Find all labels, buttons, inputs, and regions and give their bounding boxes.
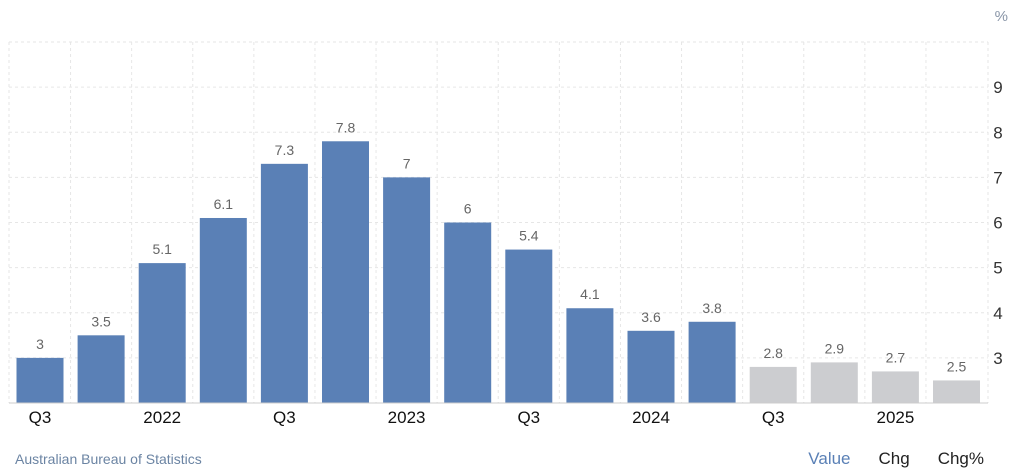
bar xyxy=(688,321,736,403)
x-tick-label: Q3 xyxy=(762,408,785,427)
bar xyxy=(16,357,64,403)
bar xyxy=(383,177,431,403)
x-tick-label: 2022 xyxy=(143,408,181,427)
unit-label: % xyxy=(994,8,1008,25)
bar xyxy=(871,371,919,403)
bar xyxy=(260,163,308,403)
x-tick-label: Q3 xyxy=(273,408,296,427)
bar xyxy=(322,141,369,403)
y-tick-label: 7 xyxy=(993,168,1002,187)
x-tick-label: 2023 xyxy=(388,408,426,427)
bar-value-label: 3.6 xyxy=(641,309,661,325)
bar xyxy=(505,249,553,403)
bar-value-label: 7.8 xyxy=(336,119,356,135)
tab-chg-percent[interactable]: Chg% xyxy=(937,449,984,468)
bar xyxy=(810,362,858,403)
bar xyxy=(566,308,614,403)
bar-value-label: 3 xyxy=(36,336,44,352)
bar-value-label: 5.4 xyxy=(519,228,539,244)
bar xyxy=(933,380,980,403)
y-tick-label: 4 xyxy=(993,304,1002,323)
bar-value-label: 2.7 xyxy=(886,349,906,365)
bar-value-label: 2.5 xyxy=(947,358,967,374)
x-tick-label: 2024 xyxy=(632,408,670,427)
y-tick-label: 6 xyxy=(993,214,1002,233)
tab-value[interactable]: Value xyxy=(808,449,851,468)
bar xyxy=(199,217,247,403)
y-tick-label: 8 xyxy=(993,123,1002,142)
bar-value-label: 2.9 xyxy=(825,340,845,356)
source-label: Australian Bureau of Statistics xyxy=(15,451,202,467)
y-tick-label: 9 xyxy=(993,78,1002,97)
chart-tabs: Value Chg Chg% xyxy=(808,449,984,469)
bar-value-label: 7.3 xyxy=(275,142,295,158)
tab-chg[interactable]: Chg xyxy=(878,449,910,468)
bar-value-label: 2.8 xyxy=(763,345,783,361)
bar xyxy=(444,222,492,403)
bar-value-label: 6 xyxy=(464,201,472,217)
bar xyxy=(77,335,125,403)
bar xyxy=(138,263,186,403)
bar-value-label: 5.1 xyxy=(152,241,172,257)
bar-value-label: 3.8 xyxy=(702,300,722,316)
x-tick-label: Q3 xyxy=(517,408,540,427)
y-tick-label: 3 xyxy=(993,349,1002,368)
bar xyxy=(627,330,675,403)
bar-value-label: 7 xyxy=(403,155,411,171)
y-tick-label: 5 xyxy=(993,259,1002,278)
bar-value-label: 4.1 xyxy=(580,286,600,302)
x-tick-label: 2025 xyxy=(876,408,914,427)
bar-value-label: 6.1 xyxy=(214,196,234,212)
bar xyxy=(749,366,797,403)
bar-value-label: 3.5 xyxy=(91,313,111,329)
x-tick-label: Q3 xyxy=(29,408,52,427)
